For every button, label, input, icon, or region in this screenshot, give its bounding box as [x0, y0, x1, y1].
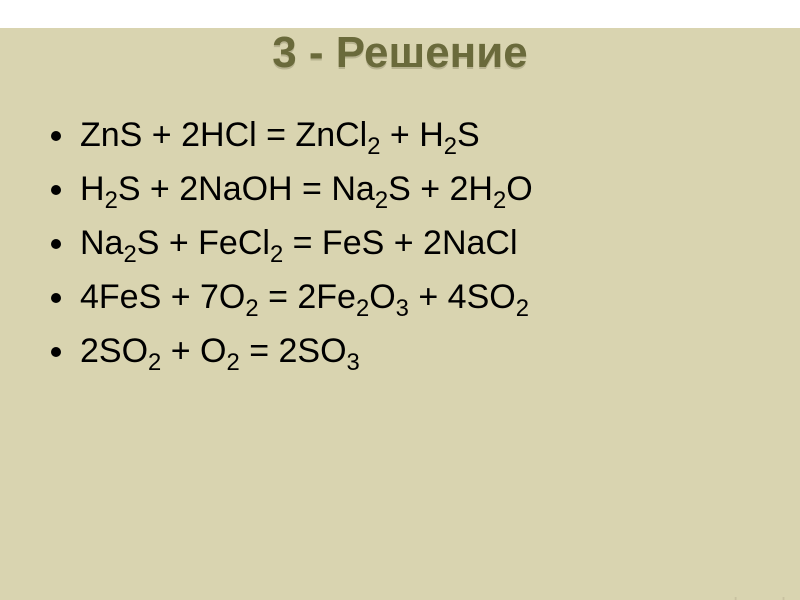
slide-content: ZnS + 2HCl = ZnCl2 + H2SH2S + 2NaOH = Na… — [0, 108, 800, 378]
equation-item: 4FeS + 7O2 = 2Fe2O3 + 4SO2 — [78, 270, 800, 324]
subscript: 2 — [105, 187, 118, 214]
subscript: 2 — [148, 349, 161, 376]
subscript: 3 — [347, 349, 360, 376]
watermark-prefix: my — [696, 595, 723, 600]
slide-title: 3 - Решение 3 - Решение — [0, 28, 800, 78]
equation-item: H2S + 2NaOH = Na2S + 2H2O — [78, 162, 800, 216]
equation-item: 2SO2 + O2 = 2SO3 — [78, 324, 800, 378]
equation-item: Na2S + FeCl2 = FeS + 2NaCl — [78, 216, 800, 270]
slide: 3 - Решение 3 - Решение ZnS + 2HCl = ZnC… — [0, 28, 800, 600]
subscript: 2 — [375, 187, 388, 214]
subscript: 2 — [516, 295, 529, 322]
subscript: 2 — [270, 241, 283, 268]
slide-title-text: 3 - Решение — [272, 28, 528, 77]
equation-item: ZnS + 2HCl = ZnCl2 + H2S — [78, 108, 800, 162]
subscript: 2 — [123, 241, 136, 268]
subscript: 2 — [493, 187, 506, 214]
subscript: 2 — [367, 133, 380, 160]
subscript: 2 — [227, 349, 240, 376]
subscript: 2 — [245, 295, 258, 322]
equation-list: ZnS + 2HCl = ZnCl2 + H2SH2S + 2NaOH = Na… — [0, 108, 800, 378]
subscript: 3 — [396, 295, 409, 322]
watermark-rest: shared — [723, 595, 786, 600]
subscript: 2 — [444, 133, 457, 160]
watermark: myshared — [696, 595, 786, 600]
subscript: 2 — [356, 295, 369, 322]
